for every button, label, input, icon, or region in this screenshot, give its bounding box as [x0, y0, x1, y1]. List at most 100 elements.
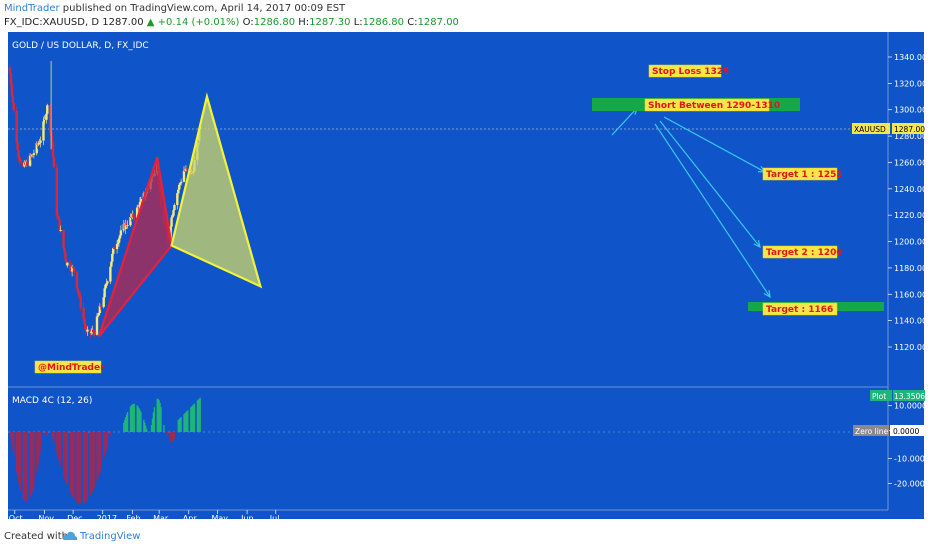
candle-body: [179, 181, 183, 184]
candle-body: [56, 215, 59, 217]
candle-body: [89, 329, 92, 333]
close-label: C:: [407, 17, 418, 28]
target-arrowhead: [763, 289, 771, 299]
candle-body: [104, 284, 107, 289]
last-price-tag: 1287.00: [894, 125, 925, 134]
zero-value: 0.0000: [893, 427, 919, 436]
candle-body: [18, 157, 21, 160]
candle-body: [111, 253, 114, 262]
candle-body: [38, 142, 41, 144]
time-tick-label: Jun: [240, 514, 254, 523]
candle-body: [28, 155, 32, 166]
candle-body: [132, 213, 135, 218]
symbol-tag-box: [852, 123, 890, 134]
candle-body: [31, 154, 35, 156]
candle-body: [99, 305, 103, 307]
price-tick-label: 1200.00: [894, 238, 927, 247]
time-tick-label: Jul: [269, 514, 280, 523]
candle-body: [8, 67, 12, 73]
candle-body: [32, 153, 36, 155]
candle-body: [50, 136, 54, 144]
candle-body: [26, 161, 29, 166]
candle-body: [42, 121, 45, 141]
author-tag-label: @MindTrader: [38, 363, 105, 373]
candle-body: [178, 184, 181, 190]
candle-body: [110, 261, 113, 267]
candle-body: [15, 110, 18, 143]
chart-title: GOLD / US DOLLAR, D, FX_IDC: [12, 41, 149, 51]
target-arrowhead: [753, 240, 761, 249]
zero-line-label: Zero line: [855, 427, 889, 436]
macd-tick-label: -20.0000: [894, 479, 930, 488]
candle-body: [102, 297, 105, 307]
target-arrow: [611, 107, 638, 136]
candle-body: [35, 143, 38, 154]
zero-value-box: [890, 425, 924, 436]
quote-line: FX_IDC:XAUUSD, D 1287.00 ▲ +0.14 (+0.01%…: [4, 17, 459, 28]
plot-value: 13.3506: [894, 392, 925, 401]
time-tick-label: Nov: [38, 514, 54, 523]
candle-body: [118, 235, 122, 239]
stop-loss-label-box: [648, 64, 722, 78]
candle-body: [112, 248, 115, 254]
candle-body: [176, 193, 179, 206]
candle-body: [138, 201, 142, 209]
target-3-label: Target : 1166: [766, 305, 833, 315]
chart-area[interactable]: Stop Loss 1325 Short Between 1290-1310 Tar…: [0, 32, 932, 524]
plot-value-box: [893, 390, 925, 401]
price-tick-label: 1300.00: [894, 106, 927, 115]
candle-body: [77, 291, 81, 296]
symbol-label: FX_IDC:XAUUSD, D: [4, 17, 100, 28]
macd-histogram: [10, 397, 201, 504]
candle-body: [172, 210, 175, 216]
candle-body: [55, 167, 59, 216]
candle-body: [97, 312, 101, 316]
candle-body: [135, 207, 139, 219]
price-tick-label: 1280.00: [894, 132, 927, 141]
candle-body: [76, 288, 80, 292]
candle-body: [39, 140, 42, 143]
candle-body: [133, 217, 136, 219]
up-arrow-icon: ▲: [146, 17, 155, 28]
short-entry-label: Short Between 1290-1310: [648, 101, 780, 111]
time-tick-label: Oct: [9, 514, 23, 523]
author-link[interactable]: MindTrader: [4, 3, 60, 14]
high-value: 1287.30: [309, 17, 351, 28]
target-3-label-box: [762, 302, 838, 316]
chart-canvas[interactable]: Stop Loss 1325 Short Between 1290-1310 Tar…: [0, 32, 932, 524]
target-2-label: Target 2 : 1200: [766, 248, 843, 258]
candle-body: [45, 113, 48, 120]
tradingview-link[interactable]: TradingView: [80, 531, 141, 542]
candle-body: [183, 170, 187, 172]
candle-body: [43, 118, 46, 122]
candle-body: [106, 281, 109, 284]
candle-body: [124, 222, 127, 230]
target-arrow: [663, 116, 766, 173]
candle-body: [66, 262, 69, 266]
candle-body: [91, 329, 95, 332]
footer: Created with TradingView: [0, 524, 932, 550]
zero-line-label-box: [853, 425, 889, 436]
price-tick-label: 1120.00: [894, 343, 927, 352]
candle-body: [12, 102, 16, 111]
macd-tick-label: -10.0000: [894, 454, 930, 463]
candle-body: [48, 105, 52, 133]
candle-body: [30, 154, 34, 157]
candle-body: [71, 266, 75, 268]
candle-body: [96, 315, 100, 317]
time-tick-label: Feb: [126, 514, 140, 523]
target-arrow: [659, 120, 761, 248]
pattern-yellow-triangle: [170, 92, 263, 289]
candle-body: [113, 248, 116, 250]
candle-body: [171, 215, 174, 218]
candle-body: [75, 271, 79, 289]
target-1-label: Target 1 : 1255: [766, 170, 843, 180]
created-with-label: Created with: [4, 531, 68, 542]
tradingview-cloud-icon: [62, 531, 78, 540]
candle-body: [105, 283, 108, 285]
candle-body: [117, 238, 121, 243]
macd-title: MACD 4C (12, 26): [12, 396, 92, 406]
open-value: 1286.80: [253, 17, 296, 28]
plot-label: Plot: [872, 392, 886, 401]
time-tick-label: Mar: [153, 514, 169, 523]
